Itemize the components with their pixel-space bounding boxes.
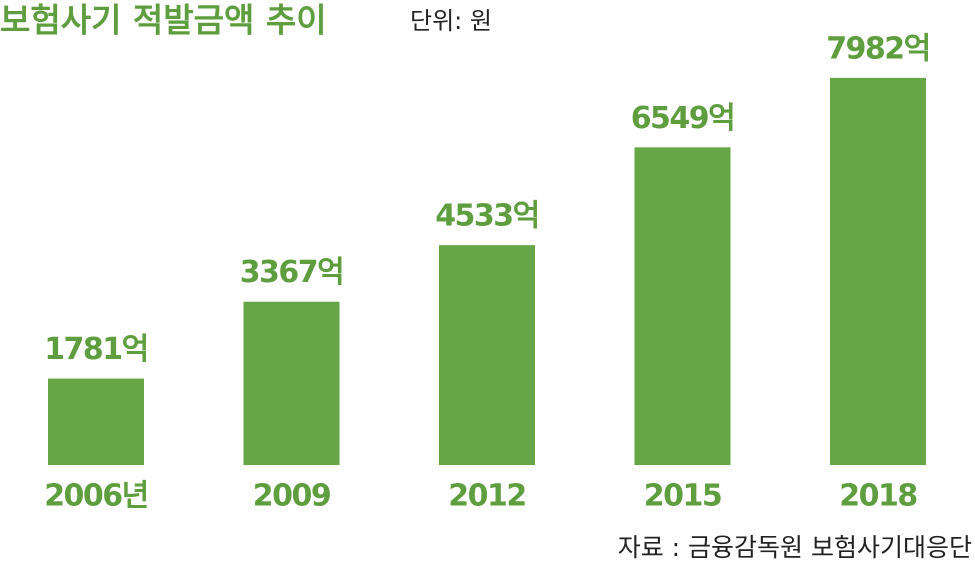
bar bbox=[830, 77, 926, 466]
value-label: 7982억 bbox=[826, 31, 930, 66]
x-tick-label: 2018 bbox=[839, 479, 917, 514]
x-tick-label: 2012 bbox=[448, 479, 526, 514]
bar bbox=[243, 301, 340, 465]
x-tick-label: 2015 bbox=[644, 479, 722, 514]
chart-subtitle: 단위: 원 bbox=[410, 7, 492, 35]
bar bbox=[634, 147, 731, 465]
value-label: 4533억 bbox=[435, 199, 539, 234]
value-label: 6549억 bbox=[631, 101, 735, 136]
value-label: 3367억 bbox=[240, 255, 344, 290]
bar bbox=[439, 245, 535, 465]
chart-title: 보험사기 적발금액 추이 bbox=[0, 1, 327, 40]
source-note: 자료 : 금융감독원 보험사기대응단 bbox=[618, 533, 972, 562]
x-tick-label: 2009 bbox=[253, 479, 331, 514]
x-tick-label: 2006년 bbox=[44, 479, 148, 514]
value-label: 1781억 bbox=[44, 332, 148, 367]
bar bbox=[48, 378, 144, 465]
